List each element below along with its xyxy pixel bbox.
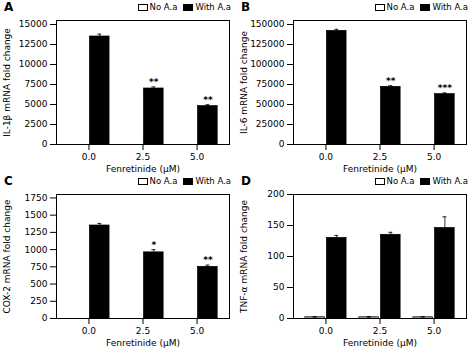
svg-text:0.0: 0.0	[319, 326, 334, 336]
html-text:With A.a: With A.a	[432, 176, 468, 186]
svg-text:150: 150	[267, 220, 284, 230]
svg-text:TNF-α mRNA fold change: TNF-α mRNA fold change	[239, 199, 249, 314]
svg-text:100: 100	[267, 251, 284, 261]
svg-text:**: **	[149, 77, 159, 87]
svg-text:0: 0	[42, 313, 48, 323]
html-text:D: D	[241, 174, 251, 188]
svg-text:*: *	[151, 240, 156, 250]
svg-text:**: **	[203, 95, 213, 105]
svg-text:250: 250	[30, 296, 47, 306]
svg-text:500: 500	[30, 279, 47, 289]
svg-text:1250: 1250	[25, 227, 48, 237]
html-text:No A.a: No A.a	[149, 176, 178, 186]
svg-text:750: 750	[30, 262, 47, 272]
html-text:With A.a: With A.a	[432, 2, 468, 12]
svg-text:0.0: 0.0	[319, 152, 334, 162]
svg-text:7500: 7500	[25, 79, 48, 89]
svg-text:5.0: 5.0	[190, 326, 205, 336]
svg-text:5.0: 5.0	[190, 152, 205, 162]
svg-text:2500: 2500	[25, 119, 48, 129]
svg-text:2.5: 2.5	[136, 152, 150, 162]
svg-text:15000: 15000	[19, 19, 48, 29]
html-text:No A.a: No A.a	[386, 176, 415, 186]
svg-text:200: 200	[267, 189, 284, 199]
svg-text:**: **	[203, 255, 213, 265]
svg-text:1500: 1500	[25, 210, 48, 220]
svg-text:125000: 125000	[250, 39, 285, 49]
html-text:A: A	[4, 0, 14, 14]
svg-text:2.5: 2.5	[373, 326, 387, 336]
svg-text:0: 0	[279, 313, 285, 323]
svg-text:0: 0	[279, 139, 285, 149]
svg-text:COX-2 mRNA fold change: COX-2 mRNA fold change	[2, 199, 12, 313]
svg-text:1750: 1750	[25, 193, 48, 203]
svg-text:75000: 75000	[256, 79, 285, 89]
html-text:C: C	[4, 174, 13, 188]
svg-text:0: 0	[42, 139, 48, 149]
svg-text:50: 50	[273, 282, 285, 292]
svg-text:IL-6 mRNA fold change: IL-6 mRNA fold change	[239, 31, 249, 134]
svg-text:***: ***	[438, 83, 452, 93]
html-text:No A.a: No A.a	[149, 2, 178, 12]
svg-text:50000: 50000	[256, 99, 285, 109]
svg-text:25000: 25000	[256, 119, 285, 129]
svg-text:10000: 10000	[19, 59, 48, 69]
svg-text:1000: 1000	[25, 244, 48, 254]
svg-text:Fenretinide (μM): Fenretinide (μM)	[106, 164, 180, 174]
svg-text:2.5: 2.5	[136, 326, 150, 336]
svg-text:12500: 12500	[19, 39, 48, 49]
svg-text:5000: 5000	[25, 99, 48, 109]
svg-text:0.0: 0.0	[82, 326, 97, 336]
svg-text:0.0: 0.0	[82, 152, 97, 162]
svg-text:100000: 100000	[250, 59, 285, 69]
svg-text:2.5: 2.5	[373, 152, 387, 162]
svg-text:Fenretinide (μM): Fenretinide (μM)	[343, 338, 417, 348]
svg-text:5.0: 5.0	[427, 326, 442, 336]
svg-text:IL-1β mRNA fold change: IL-1β mRNA fold change	[2, 28, 12, 137]
svg-text:150000: 150000	[250, 19, 285, 29]
svg-text:5.0: 5.0	[427, 152, 442, 162]
html-text:With A.a: With A.a	[195, 2, 231, 12]
svg-text:Fenretinide (μM): Fenretinide (μM)	[343, 164, 417, 174]
svg-text:**: **	[386, 76, 396, 86]
html-text:With A.a: With A.a	[195, 176, 231, 186]
svg-text:Fenretinide (μM): Fenretinide (μM)	[106, 338, 180, 348]
html-text:B: B	[241, 0, 251, 14]
html-text:No A.a: No A.a	[386, 2, 415, 12]
